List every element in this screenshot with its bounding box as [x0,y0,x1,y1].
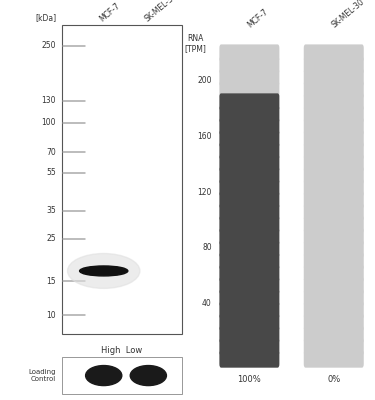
FancyBboxPatch shape [304,289,364,306]
FancyBboxPatch shape [304,265,364,282]
FancyBboxPatch shape [219,240,279,258]
Text: Loading
Control: Loading Control [28,369,56,382]
FancyBboxPatch shape [304,179,364,196]
Ellipse shape [130,366,166,386]
FancyBboxPatch shape [304,69,364,86]
FancyBboxPatch shape [304,93,364,111]
FancyBboxPatch shape [219,277,279,294]
FancyBboxPatch shape [304,204,364,221]
Text: 100%: 100% [237,375,261,384]
FancyBboxPatch shape [304,142,364,160]
Text: 80: 80 [202,243,212,252]
FancyBboxPatch shape [219,44,279,62]
FancyBboxPatch shape [219,118,279,135]
FancyBboxPatch shape [304,118,364,135]
FancyBboxPatch shape [219,154,279,172]
FancyBboxPatch shape [219,350,279,368]
Ellipse shape [68,254,140,288]
FancyBboxPatch shape [219,106,279,123]
FancyBboxPatch shape [304,277,364,294]
FancyBboxPatch shape [219,265,279,282]
FancyBboxPatch shape [304,167,364,184]
FancyBboxPatch shape [219,289,279,306]
FancyBboxPatch shape [304,44,364,62]
FancyBboxPatch shape [304,57,364,74]
FancyBboxPatch shape [304,302,364,319]
FancyBboxPatch shape [219,314,279,331]
FancyBboxPatch shape [304,130,364,147]
Text: 200: 200 [197,76,212,85]
FancyBboxPatch shape [219,204,279,221]
FancyBboxPatch shape [219,179,279,196]
FancyBboxPatch shape [219,69,279,86]
FancyBboxPatch shape [304,154,364,172]
Text: MCF-7: MCF-7 [246,8,270,30]
Text: 70: 70 [46,148,56,157]
Ellipse shape [86,366,122,386]
Text: 250: 250 [42,42,56,50]
Text: 15: 15 [46,277,56,286]
FancyBboxPatch shape [304,106,364,123]
FancyBboxPatch shape [304,252,364,270]
FancyBboxPatch shape [304,191,364,208]
Text: 10: 10 [46,311,56,320]
FancyBboxPatch shape [219,252,279,270]
FancyBboxPatch shape [219,130,279,147]
Text: SK-MEL-30: SK-MEL-30 [330,0,366,30]
FancyBboxPatch shape [304,314,364,331]
Text: 25: 25 [46,234,56,243]
FancyBboxPatch shape [304,338,364,356]
Text: High  Low: High Low [101,346,142,355]
Text: 160: 160 [197,132,212,141]
Text: 100: 100 [42,118,56,127]
FancyBboxPatch shape [219,338,279,356]
FancyBboxPatch shape [219,302,279,319]
FancyBboxPatch shape [304,81,364,98]
FancyBboxPatch shape [304,216,364,233]
FancyBboxPatch shape [219,167,279,184]
Text: RNA
[TPM]: RNA [TPM] [184,34,206,53]
FancyBboxPatch shape [219,228,279,245]
FancyBboxPatch shape [62,25,182,334]
Text: 55: 55 [46,168,56,177]
FancyBboxPatch shape [219,142,279,160]
FancyBboxPatch shape [219,81,279,98]
FancyBboxPatch shape [62,357,182,394]
Text: 0%: 0% [327,375,340,384]
FancyBboxPatch shape [219,57,279,74]
FancyBboxPatch shape [304,350,364,368]
FancyBboxPatch shape [304,228,364,245]
Text: [kDa]: [kDa] [35,13,56,22]
Text: 130: 130 [42,96,56,105]
FancyBboxPatch shape [219,191,279,208]
FancyBboxPatch shape [304,240,364,258]
Text: MCF-7: MCF-7 [98,1,122,24]
FancyBboxPatch shape [219,93,279,111]
FancyBboxPatch shape [219,216,279,233]
Text: 120: 120 [198,188,212,197]
FancyBboxPatch shape [304,326,364,343]
Text: 35: 35 [46,206,56,215]
Text: 40: 40 [202,299,212,308]
Text: SK-MEL-30: SK-MEL-30 [142,0,179,24]
Ellipse shape [80,266,128,276]
FancyBboxPatch shape [219,326,279,343]
